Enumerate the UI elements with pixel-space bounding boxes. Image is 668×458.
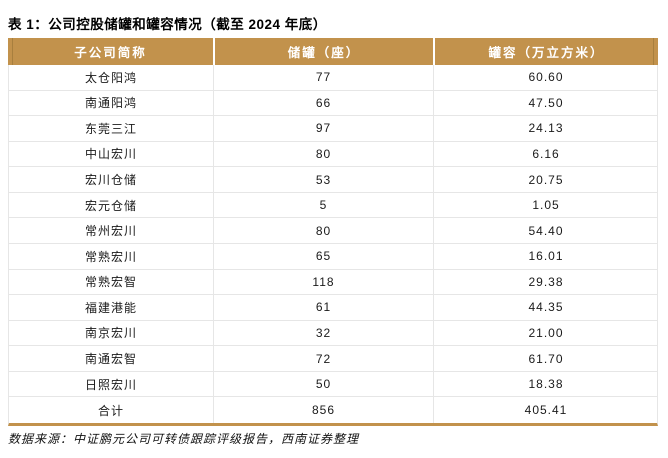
- cell-tanks: 32: [213, 320, 433, 346]
- cell-capacity: 61.70: [433, 346, 658, 371]
- cell-tanks: 97: [213, 116, 433, 141]
- cell-tanks: 77: [213, 65, 433, 90]
- cell-company: 宏川仓储: [84, 173, 137, 188]
- cell-tanks: 50: [213, 371, 433, 397]
- cell-company: 福建港能: [84, 300, 137, 315]
- table-row: 日照宏川 50 18.38: [9, 371, 658, 398]
- header-cell-capacity: 罐容（万立方米）: [433, 38, 658, 65]
- cell-company: 日照宏川: [84, 377, 137, 392]
- table-row: 中山宏川 80 6.16: [9, 141, 658, 168]
- cell-tanks: 80: [213, 141, 433, 167]
- table-row: 常熟宏智 118 29.38: [9, 269, 658, 296]
- cell-tanks: 53: [213, 167, 433, 192]
- cell-company: 合计: [97, 403, 124, 418]
- cell-company: 东莞三江: [84, 121, 137, 136]
- table-row: 东莞三江 97 24.13: [9, 116, 658, 142]
- cell-tanks: 856: [213, 397, 433, 423]
- cell-company: 常州宏川: [84, 224, 137, 239]
- cell-capacity: 21.00: [433, 320, 658, 346]
- cell-capacity: 24.13: [433, 116, 658, 141]
- cell-company: 南通宏智: [84, 352, 137, 367]
- cell-tanks: 61: [213, 295, 433, 320]
- cell-company: 中山宏川: [84, 147, 137, 162]
- cell-capacity: 44.35: [433, 295, 658, 320]
- table-body: 太仓阳鸿 77 60.60 南通阳鸿 66 47.50 东莞三江 97 24.1…: [8, 65, 658, 426]
- cell-capacity: 20.75: [433, 167, 658, 192]
- cell-capacity: 1.05: [433, 192, 658, 218]
- table-row: 南通阳鸿 66 47.50: [9, 90, 658, 117]
- cell-capacity: 29.38: [433, 269, 658, 295]
- cell-tanks: 118: [213, 269, 433, 295]
- table-row: 常州宏川 80 54.40: [9, 218, 658, 244]
- table-row: 南京宏川 32 21.00: [9, 320, 658, 347]
- cell-company: 南通阳鸿: [84, 96, 137, 111]
- cell-company: 常熟宏智: [84, 275, 137, 290]
- data-table: 子公司简称 储罐（座） 罐容（万立方米） 太仓阳鸿 77 60.60 南通阳鸿 …: [8, 38, 658, 426]
- table-row: 宏元仓储 5 1.05: [9, 192, 658, 219]
- table-header-row: 子公司简称 储罐（座） 罐容（万立方米）: [8, 38, 658, 65]
- data-source-note: 数据来源：中证鹏元公司可转债跟踪评级报告，西南证券整理: [8, 432, 360, 446]
- table-row-total: 合计 856 405.41: [9, 397, 658, 423]
- header-left-edge-strip: [12, 38, 13, 65]
- cell-tanks: 72: [213, 346, 433, 371]
- cell-company: 南京宏川: [84, 326, 137, 341]
- cell-tanks: 65: [213, 243, 433, 269]
- cell-tanks: 80: [213, 218, 433, 243]
- cell-capacity: 18.38: [433, 371, 658, 397]
- table-row: 宏川仓储 53 20.75: [9, 167, 658, 193]
- page-title: 表 1：公司控股储罐和罐容情况（截至 2024 年底）: [8, 17, 327, 32]
- cell-company: 宏元仓储: [84, 198, 137, 213]
- cell-company: 太仓阳鸿: [84, 70, 137, 85]
- cell-capacity: 47.50: [433, 90, 658, 116]
- table-row: 常熟宏川 65 16.01: [9, 243, 658, 270]
- table-row: 太仓阳鸿 77 60.60: [9, 65, 658, 91]
- cell-company: 常熟宏川: [84, 249, 137, 264]
- cell-capacity: 60.60: [433, 65, 658, 90]
- table-row: 福建港能 61 44.35: [9, 295, 658, 321]
- cell-capacity: 54.40: [433, 218, 658, 243]
- cell-capacity: 405.41: [433, 397, 658, 423]
- table-row: 南通宏智 72 61.70: [9, 346, 658, 372]
- cell-capacity: 6.16: [433, 141, 658, 167]
- header-right-edge-strip: [653, 38, 654, 65]
- cell-tanks: 5: [213, 192, 433, 218]
- header-cell-tanks: 储罐（座）: [213, 38, 433, 65]
- header-cell-company: 子公司简称: [74, 46, 147, 60]
- cell-tanks: 66: [213, 90, 433, 116]
- cell-capacity: 16.01: [433, 243, 658, 269]
